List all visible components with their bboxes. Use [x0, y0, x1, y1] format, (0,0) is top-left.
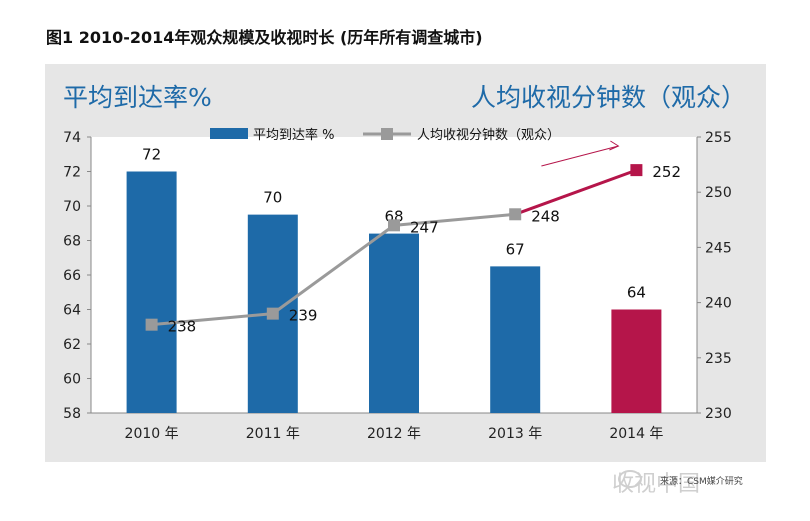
- legend-line-marker: [381, 128, 393, 140]
- wechat-icon: [618, 470, 642, 488]
- right-axis-tick-label: 250: [705, 185, 732, 201]
- line-data-label: 238: [168, 318, 197, 336]
- left-axis-tick-label: 68: [63, 234, 81, 250]
- bar: [490, 266, 541, 413]
- line-point: [266, 307, 279, 320]
- left-axis-tick-label: 64: [63, 303, 81, 319]
- line-segment: [151, 312, 273, 327]
- bar-data-label: 64: [627, 284, 646, 302]
- left-axis-tick-label: 74: [63, 130, 81, 146]
- line-segment: [514, 168, 637, 216]
- line-segment: [271, 224, 395, 315]
- line-point: [630, 164, 643, 177]
- left-axis-tick-label: 58: [63, 406, 81, 422]
- legend-bar-label: 平均到达率 %: [253, 127, 335, 143]
- figure-title: 图1 2010-2014年观众规模及收视时长 (历年所有调查城市): [46, 28, 483, 47]
- left-axis-tick-label: 66: [63, 268, 81, 284]
- legend-line-label: 人均收视分钟数（观众）: [417, 127, 560, 143]
- right-axis-tick-label: 235: [705, 351, 732, 367]
- left-axis-tick-label: 72: [63, 165, 81, 181]
- legend-bar-swatch: [210, 128, 248, 139]
- bar: [369, 233, 419, 413]
- x-axis-tick-label: 2011 年: [246, 426, 300, 442]
- left-axis-heading: 平均到达率%: [63, 83, 212, 112]
- x-axis-tick-label: 2013 年: [488, 426, 542, 442]
- line-point: [145, 318, 158, 331]
- x-axis-tick-label: 2014 年: [609, 426, 663, 442]
- trend-arrow: [541, 145, 619, 167]
- bar-data-label: 67: [506, 240, 525, 258]
- watermark: 收视中国: [612, 472, 701, 497]
- chart-panel: 平均到达率% 人均收视分钟数（观众） 58 60 62 64 66 68 70 72 74 230…: [45, 64, 766, 462]
- combo-chart: 58 60 62 64 66 68 70 72 74 230 235 240 245 250 255 2010…: [63, 127, 732, 442]
- x-axis-tick-label: 2010 年: [125, 426, 179, 442]
- trend-arrow-head: [609, 140, 620, 151]
- left-axis-tick-label: 62: [63, 337, 81, 353]
- right-axis-tick-label: 245: [705, 240, 732, 256]
- line-data-label: 248: [531, 207, 560, 225]
- bar: [611, 309, 662, 413]
- left-axis-tick-label: 60: [63, 372, 81, 388]
- bar-data-label: 70: [263, 189, 282, 207]
- x-axis-tick-label: 2012 年: [367, 426, 421, 442]
- line-data-label: 252: [652, 163, 681, 181]
- line-data-label: 247: [410, 218, 439, 236]
- line-point: [388, 219, 400, 232]
- right-axis-tick-label: 255: [705, 130, 732, 146]
- right-axis-heading: 人均收视分钟数（观众）: [470, 83, 746, 112]
- line-data-label: 239: [289, 307, 318, 325]
- source-note: 来源：CSM媒介研究: [660, 477, 743, 487]
- right-axis-tick-label: 240: [705, 296, 732, 312]
- bar-data-label: 72: [142, 146, 161, 164]
- left-axis-tick-label: 70: [63, 199, 81, 215]
- line-segment: [393, 212, 516, 227]
- line-point: [509, 208, 522, 221]
- bar: [126, 171, 177, 413]
- right-axis-tick-label: 230: [705, 406, 732, 422]
